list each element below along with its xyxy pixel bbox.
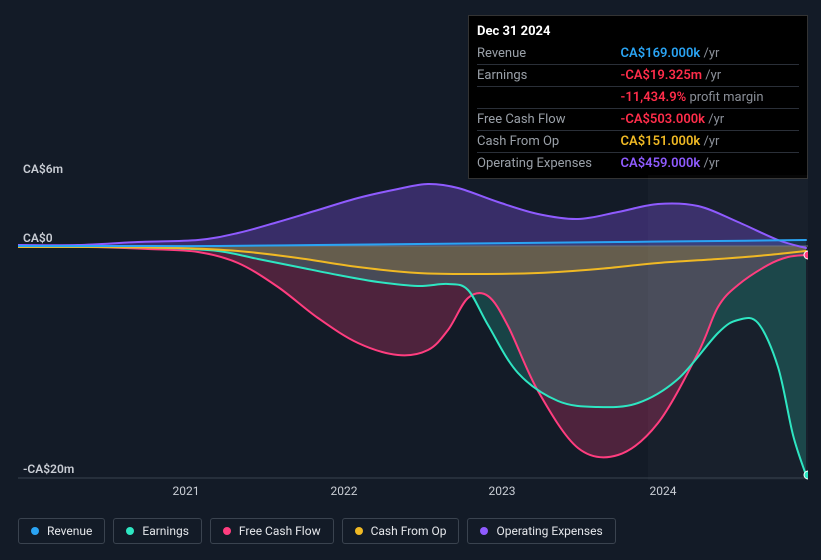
- tooltip-row-value: -CA$503.000k: [621, 112, 706, 127]
- legend-label: Free Cash Flow: [239, 524, 321, 538]
- x-tick-label: 2024: [650, 484, 677, 498]
- tooltip-row-value: -11,434.9%: [621, 90, 687, 105]
- tooltip-row-label: Free Cash Flow: [477, 109, 621, 131]
- tooltip-row-suffix: /yr: [700, 46, 719, 61]
- legend-dot-icon: [480, 527, 488, 535]
- legend-dot-icon: [223, 527, 231, 535]
- legend-label: Revenue: [47, 524, 92, 538]
- financials-chart: [18, 175, 808, 480]
- x-tick-label: 2023: [489, 484, 516, 498]
- legend: Revenue Earnings Free Cash Flow Cash From O…: [18, 518, 616, 544]
- tooltip-row-label: Cash From Op: [477, 131, 621, 153]
- legend-item[interactable]: Cash From Op: [342, 518, 460, 544]
- tooltip-row-value: CA$169.000k: [621, 46, 701, 61]
- legend-dot-icon: [126, 527, 134, 535]
- tooltip-row-suffix: /yr: [700, 134, 719, 149]
- tooltip-row-value: CA$459.000k: [621, 156, 701, 171]
- tooltip-row-value: -CA$19.325m: [621, 68, 703, 83]
- legend-item[interactable]: Operating Expenses: [467, 518, 615, 544]
- tooltip-row-label: Earnings: [477, 65, 621, 87]
- x-tick-label: 2021: [173, 484, 200, 498]
- chart-tooltip: Dec 31 2024 RevenueCA$169.000k /yr Earnin…: [468, 15, 808, 179]
- y-label-top: CA$6m: [23, 162, 63, 176]
- tooltip-row-suffix: /yr: [702, 68, 721, 83]
- legend-dot-icon: [355, 527, 363, 535]
- tooltip-row-label: [477, 87, 621, 109]
- legend-dot-icon: [31, 527, 39, 535]
- legend-label: Cash From Op: [371, 524, 447, 538]
- x-tick-label: 2022: [331, 484, 358, 498]
- tooltip-row-label: Operating Expenses: [477, 153, 621, 175]
- tooltip-row-suffix: /yr: [700, 156, 719, 171]
- tooltip-row-suffix: profit margin: [686, 90, 763, 105]
- legend-label: Operating Expenses: [496, 524, 602, 538]
- legend-label: Earnings: [142, 524, 189, 538]
- legend-item[interactable]: Revenue: [18, 518, 105, 544]
- legend-item[interactable]: Free Cash Flow: [210, 518, 334, 544]
- tooltip-table: RevenueCA$169.000k /yr Earnings-CA$19.325…: [477, 43, 799, 174]
- tooltip-row-value: CA$151.000k: [621, 134, 701, 149]
- tooltip-row-suffix: /yr: [705, 112, 724, 127]
- tooltip-row-label: Revenue: [477, 43, 621, 65]
- tooltip-date: Dec 31 2024: [477, 20, 799, 43]
- legend-item[interactable]: Earnings: [113, 518, 202, 544]
- x-axis: 2021 2022 2023 2024: [0, 484, 821, 504]
